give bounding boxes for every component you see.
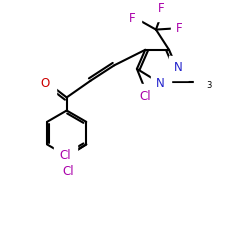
Text: Cl: Cl — [60, 149, 71, 162]
Text: 3: 3 — [207, 80, 212, 90]
Text: F: F — [129, 12, 136, 25]
Text: CH: CH — [200, 76, 217, 88]
Text: O: O — [41, 77, 50, 90]
Text: F: F — [176, 22, 183, 35]
Text: Cl: Cl — [62, 165, 74, 178]
Text: N: N — [174, 61, 183, 74]
Text: F: F — [158, 2, 164, 15]
Text: N: N — [156, 77, 165, 90]
Text: Cl: Cl — [140, 90, 151, 103]
